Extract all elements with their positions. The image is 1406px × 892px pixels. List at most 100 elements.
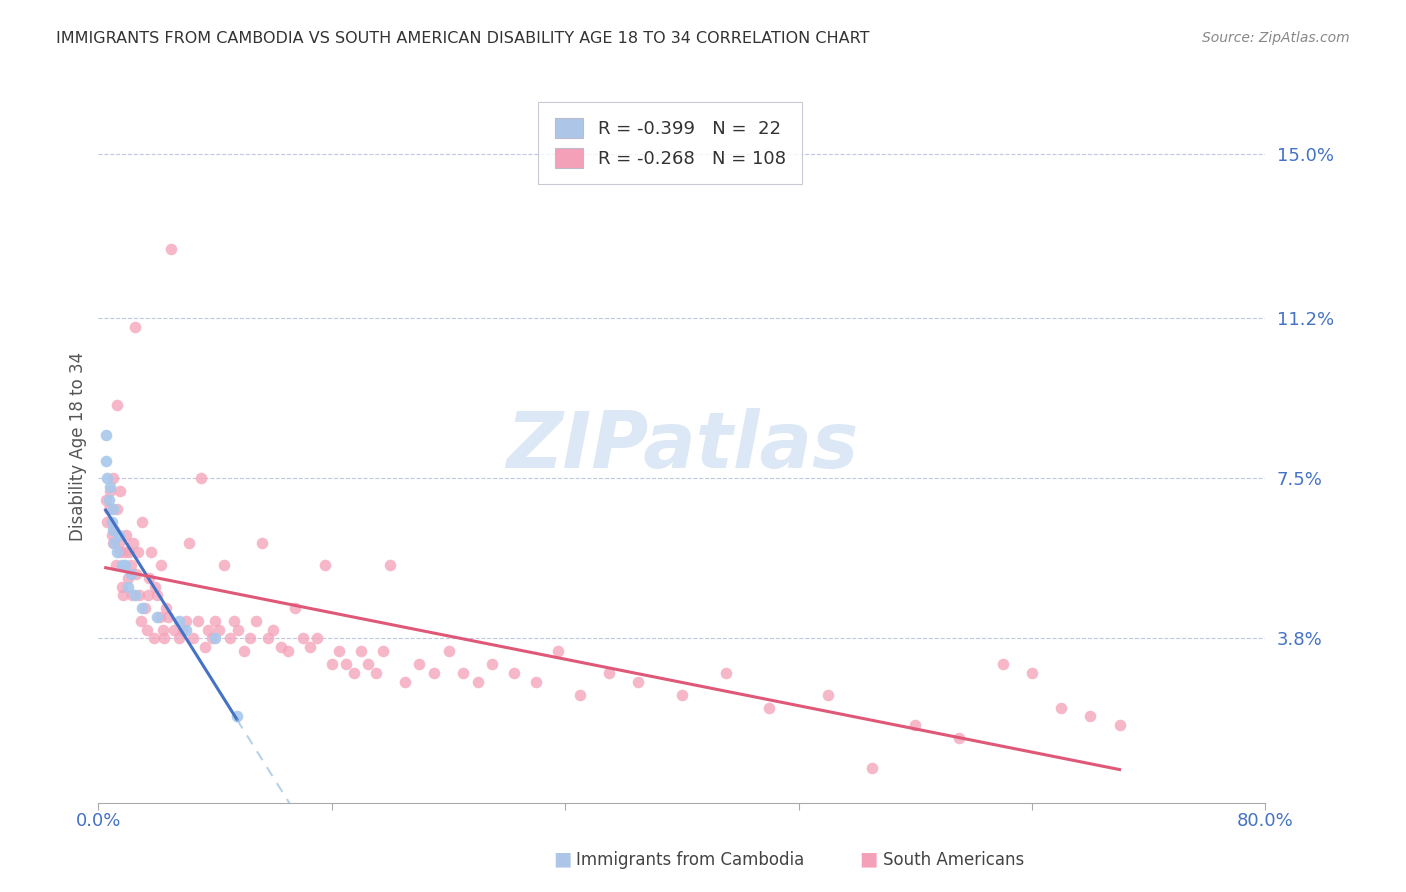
Point [112, 588, 135, 602]
Point [671, 688, 693, 702]
Point [131, 515, 153, 529]
Point [111, 580, 134, 594]
Point [117, 571, 139, 585]
Point [948, 731, 970, 745]
Point [335, 657, 357, 672]
Point [122, 536, 145, 550]
Point [97, 493, 120, 508]
Point [97, 501, 120, 516]
Point [101, 524, 124, 538]
Point [149, 610, 172, 624]
Point [120, 558, 142, 572]
Point [1050, 700, 1073, 714]
Point [860, 761, 883, 775]
Point [228, 623, 250, 637]
Point [121, 588, 143, 602]
Point [136, 588, 159, 602]
Point [233, 644, 256, 658]
Point [94, 493, 117, 508]
Point [98, 480, 121, 494]
Text: 80.0%: 80.0% [1237, 812, 1294, 830]
Point [177, 536, 200, 550]
Point [94, 428, 117, 442]
Legend: R = -0.399   N =  22, R = -0.268   N = 108: R = -0.399 N = 22, R = -0.268 N = 108 [538, 102, 803, 184]
Point [124, 588, 146, 602]
Point [152, 623, 174, 637]
Point [146, 588, 169, 602]
Point [321, 657, 343, 672]
Point [181, 632, 204, 646]
Text: 0.0%: 0.0% [76, 812, 121, 830]
Point [117, 580, 139, 594]
Point [270, 640, 292, 654]
Point [101, 536, 124, 550]
Point [172, 623, 194, 637]
Point [111, 558, 134, 572]
Point [138, 571, 160, 585]
Point [194, 640, 217, 654]
Point [157, 610, 180, 624]
Point [408, 657, 430, 672]
Point [256, 632, 278, 646]
Point [105, 501, 128, 516]
Point [108, 527, 131, 541]
Point [1108, 718, 1130, 732]
Point [134, 601, 156, 615]
Point [135, 623, 157, 637]
Point [212, 558, 235, 572]
Text: Source: ZipAtlas.com: Source: ZipAtlas.com [1202, 31, 1350, 45]
Point [129, 614, 152, 628]
Point [125, 566, 148, 581]
Point [118, 545, 141, 559]
Point [94, 454, 117, 468]
Text: IMMIGRANTS FROM CAMBODIA VS SOUTH AMERICAN DISABILITY AGE 18 TO 34 CORRELATION C: IMMIGRANTS FROM CAMBODIA VS SOUTH AMERIC… [56, 31, 870, 46]
Point [394, 674, 416, 689]
Point [1021, 666, 1043, 681]
Point [307, 632, 329, 646]
Point [131, 601, 153, 615]
Point [114, 558, 136, 572]
Point [127, 545, 149, 559]
Point [1080, 709, 1102, 723]
Point [142, 632, 165, 646]
Text: ZIPatlas: ZIPatlas [506, 408, 858, 484]
Point [371, 644, 394, 658]
Point [218, 632, 240, 646]
Point [120, 566, 142, 581]
Point [174, 614, 197, 628]
Point [204, 632, 226, 646]
Point [96, 471, 118, 485]
Point [451, 666, 474, 681]
Point [98, 484, 121, 499]
Point [524, 674, 547, 689]
Point [101, 501, 124, 516]
Point [284, 601, 307, 615]
Point [239, 632, 262, 646]
Point [104, 558, 127, 572]
Point [467, 674, 489, 689]
Point [155, 601, 177, 615]
Text: ■: ■ [859, 850, 879, 869]
Point [357, 657, 380, 672]
Y-axis label: Disability Age 18 to 34: Disability Age 18 to 34 [69, 351, 87, 541]
Point [128, 588, 150, 602]
Point [350, 644, 373, 658]
Point [103, 524, 125, 538]
Point [201, 632, 224, 646]
Point [110, 545, 132, 559]
Point [904, 718, 927, 732]
Point [150, 558, 173, 572]
Text: South Americans: South Americans [883, 851, 1024, 869]
Point [364, 666, 387, 681]
Point [328, 644, 350, 658]
Point [598, 666, 620, 681]
Point [991, 657, 1014, 672]
Point [423, 666, 446, 681]
Point [714, 666, 737, 681]
Point [204, 614, 226, 628]
Point [262, 623, 284, 637]
Point [817, 688, 839, 702]
Point [291, 632, 314, 646]
Point [124, 320, 146, 334]
Point [343, 666, 366, 681]
